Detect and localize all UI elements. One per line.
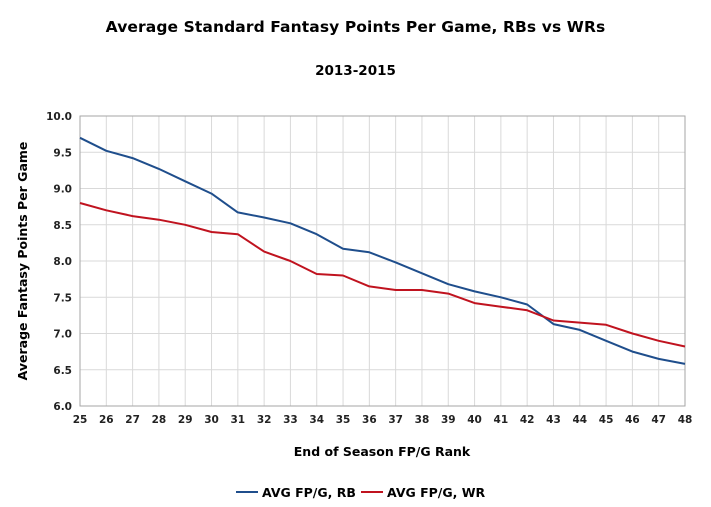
- gridlines: [79, 115, 686, 407]
- legend-label: AVG FP/G, WR: [387, 485, 486, 500]
- x-tick-label: 30: [204, 414, 219, 426]
- y-tick-label: 9.5: [53, 147, 72, 159]
- x-tick-label: 34: [309, 414, 324, 426]
- chart-title: Average Standard Fantasy Points Per Game…: [105, 18, 606, 36]
- x-tick-label: 41: [494, 414, 509, 426]
- x-tick-label: 37: [388, 414, 403, 426]
- series-line-wr: [79, 202, 686, 348]
- x-tick-label: 33: [283, 414, 298, 426]
- x-tick-label: 31: [231, 414, 246, 426]
- y-tick-label: 10.0: [46, 111, 72, 123]
- y-tick-label: 8.5: [53, 220, 72, 232]
- legend: AVG FP/G, RB AVG FP/G, WR: [236, 485, 486, 500]
- y-tick-label: 9.0: [53, 184, 72, 196]
- x-axis-label: End of Season FP/G Rank: [294, 444, 471, 459]
- x-tick-label: 45: [599, 414, 614, 426]
- y-tick-label: 6.0: [53, 401, 72, 413]
- x-tick-label: 27: [125, 414, 140, 426]
- x-tick-label: 39: [441, 414, 456, 426]
- series-lines: [79, 136, 686, 365]
- x-tick-label: 46: [625, 414, 640, 426]
- x-tick-label: 29: [178, 414, 193, 426]
- plot-area-border: [79, 115, 686, 407]
- y-axis-ticks: 6.0 6.5 7.0 7.5 8.0 8.5 9.0 9.5 10.0: [46, 111, 72, 413]
- x-tick-label: 43: [546, 414, 561, 426]
- x-tick-label: 25: [73, 414, 88, 426]
- x-tick-label: 35: [336, 414, 351, 426]
- y-tick-label: 6.5: [53, 365, 72, 377]
- x-tick-label: 42: [520, 414, 535, 426]
- x-tick-label: 48: [678, 414, 693, 426]
- x-tick-label: 38: [415, 414, 430, 426]
- x-tick-label: 36: [362, 414, 377, 426]
- y-tick-label: 7.5: [53, 292, 72, 304]
- x-tick-label: 26: [99, 414, 114, 426]
- x-tick-label: 40: [467, 414, 482, 426]
- chart-subtitle: 2013-2015: [315, 63, 396, 79]
- x-axis-ticks: 25 26 27 28 29 30 31 32 33 34 35 36 37 38 39 40 41 42 43 44…: [73, 414, 693, 426]
- x-tick-label: 32: [257, 414, 272, 426]
- legend-label: AVG FP/G, RB: [262, 485, 356, 500]
- y-tick-label: 8.0: [53, 256, 72, 268]
- x-tick-label: 44: [572, 414, 587, 426]
- x-tick-label: 47: [651, 414, 666, 426]
- y-axis-label: Average Fantasy Points Per Game: [15, 142, 30, 381]
- y-tick-label: 7.0: [53, 329, 72, 341]
- series-line-rb: [79, 136, 686, 365]
- x-tick-label: 28: [152, 414, 167, 426]
